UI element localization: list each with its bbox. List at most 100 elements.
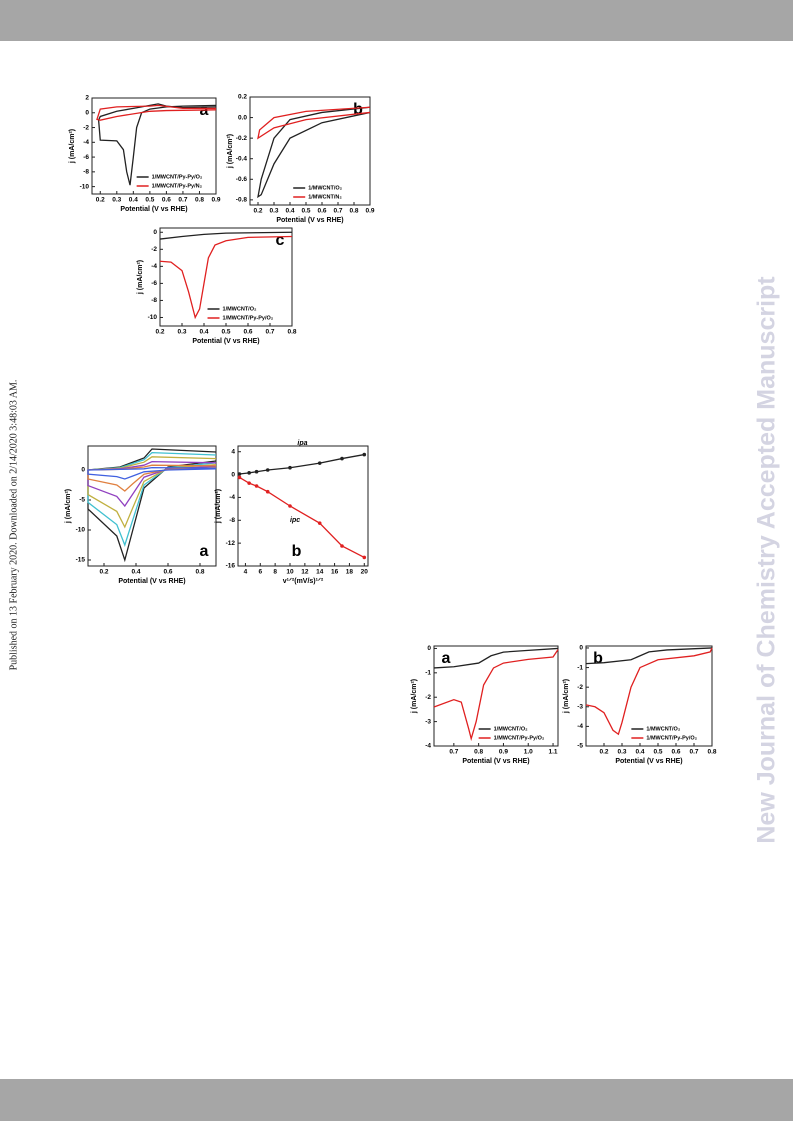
header-bar	[0, 0, 793, 41]
x-tick-label: 0.8	[287, 329, 296, 336]
plot-frame	[585, 645, 713, 747]
curve	[96, 104, 217, 121]
y-tick-label: -6	[83, 154, 89, 161]
curve	[97, 103, 217, 186]
legend-label: 1/MWCNT/Py-Py/O₂	[494, 735, 545, 741]
y-tick-label: -6	[151, 280, 157, 287]
y-tick-label: 0.0	[238, 114, 247, 121]
curve	[87, 456, 217, 529]
point	[317, 521, 322, 525]
x-tick-label: 0.4	[131, 569, 140, 576]
y-tick-label: -3	[577, 704, 583, 711]
curve	[87, 451, 217, 547]
point	[237, 472, 242, 476]
point	[288, 465, 292, 470]
point	[340, 456, 344, 461]
y-axis-label: j (mA/cm²)	[69, 129, 76, 164]
point	[237, 475, 242, 480]
y-tick-label: 0.2	[238, 94, 247, 101]
y-tick-label: 0	[427, 645, 431, 652]
curve	[87, 466, 217, 480]
y-tick-label: -15	[76, 557, 86, 564]
panel-label: a	[442, 650, 451, 667]
y-tick-label: -3	[425, 718, 431, 725]
curve	[257, 106, 371, 140]
x-tick-label: 16	[331, 569, 339, 576]
y-tick-label: 0	[579, 645, 583, 652]
x-tick-label: 0.6	[243, 329, 252, 336]
point	[254, 469, 259, 474]
legend-label: 1/MWCNT/Py-Py/O₂	[152, 174, 203, 180]
x-axis-label: Potential (V vs RHE)	[462, 758, 529, 765]
point	[362, 555, 367, 560]
y-tick-label: -8	[83, 169, 89, 176]
panel-label: b	[593, 650, 603, 667]
x-tick-label: 0.4	[129, 197, 138, 204]
legend-label: 1/MWCNT/O₂	[308, 185, 342, 191]
plot-frame	[91, 97, 217, 195]
x-tick-label: 0.2	[96, 197, 105, 204]
x-tick-label: 4	[244, 569, 248, 576]
x-tick-label: 8	[273, 569, 277, 576]
x-tick-label: 0.5	[301, 208, 310, 215]
curve	[433, 649, 559, 742]
legend-label: 1/MWCNT/Py-Py/N₂	[152, 183, 203, 189]
y-tick-label: -10	[148, 314, 158, 321]
y-tick-label: -10	[80, 183, 90, 190]
x-tick-label: 0.4	[635, 749, 644, 756]
x-tick-label: 18	[346, 569, 354, 576]
point	[254, 484, 259, 488]
footer-bar	[0, 1079, 793, 1121]
legend-label: 1/MWCNT/N₂	[308, 194, 342, 200]
x-tick-label: 0.6	[671, 749, 680, 756]
x-axis-label: Potential (V vs RHE)	[192, 338, 259, 345]
y-tick-label: -12	[226, 540, 236, 547]
x-tick-label: 0.7	[449, 749, 458, 756]
legend-label: 1/MWCNT/O₂	[646, 726, 680, 732]
y-tick-label: -10	[76, 527, 86, 534]
point	[362, 452, 367, 457]
point	[288, 504, 292, 508]
y-tick-label: 4	[231, 448, 235, 455]
x-tick-label: 0.9	[365, 208, 374, 215]
x-tick-label: 0.7	[333, 208, 342, 215]
point	[247, 481, 251, 485]
x-tick-label: 0.6	[162, 197, 171, 204]
y-tick-label: 2	[85, 95, 89, 102]
point	[247, 471, 251, 475]
curve	[433, 647, 559, 669]
y-tick-label: -4	[151, 263, 157, 270]
y-tick-label: -8	[229, 517, 235, 524]
panel-label: b	[292, 543, 302, 560]
y-tick-label: 0	[231, 471, 235, 478]
point	[265, 468, 270, 472]
y-tick-label: -4	[577, 723, 583, 730]
point	[317, 461, 322, 465]
x-tick-label: 0.3	[617, 749, 626, 756]
curve	[257, 106, 371, 199]
y-axis-label: j (mA/cm²)	[65, 489, 72, 524]
legend-label: 1/MWCNT/Py-Py/O₂	[223, 315, 274, 321]
x-tick-label: 0.9	[211, 197, 220, 204]
annotation: ipc	[290, 517, 300, 524]
y-tick-label: -0.4	[236, 155, 248, 162]
x-tick-label: 0.5	[145, 197, 154, 204]
y-axis-label: j (mA/cm²)	[137, 260, 144, 295]
curve	[159, 231, 293, 240]
panel-label: a	[200, 102, 209, 119]
panel-label: a	[200, 543, 209, 560]
curve	[585, 647, 713, 736]
curve	[87, 460, 217, 508]
x-tick-label: 0.2	[599, 749, 608, 756]
x-tick-label: 0.8	[195, 197, 204, 204]
x-tick-label: 6	[258, 569, 262, 576]
x-tick-label: 0.4	[285, 208, 294, 215]
curve	[159, 235, 293, 320]
x-tick-label: 0.5	[653, 749, 662, 756]
x-axis-label: Potential (V vs RHE)	[118, 578, 185, 585]
y-tick-label: -8	[151, 297, 157, 304]
x-tick-label: 10	[286, 569, 294, 576]
y-tick-label: -4	[425, 743, 431, 750]
curve	[585, 647, 713, 665]
curve	[87, 448, 217, 563]
